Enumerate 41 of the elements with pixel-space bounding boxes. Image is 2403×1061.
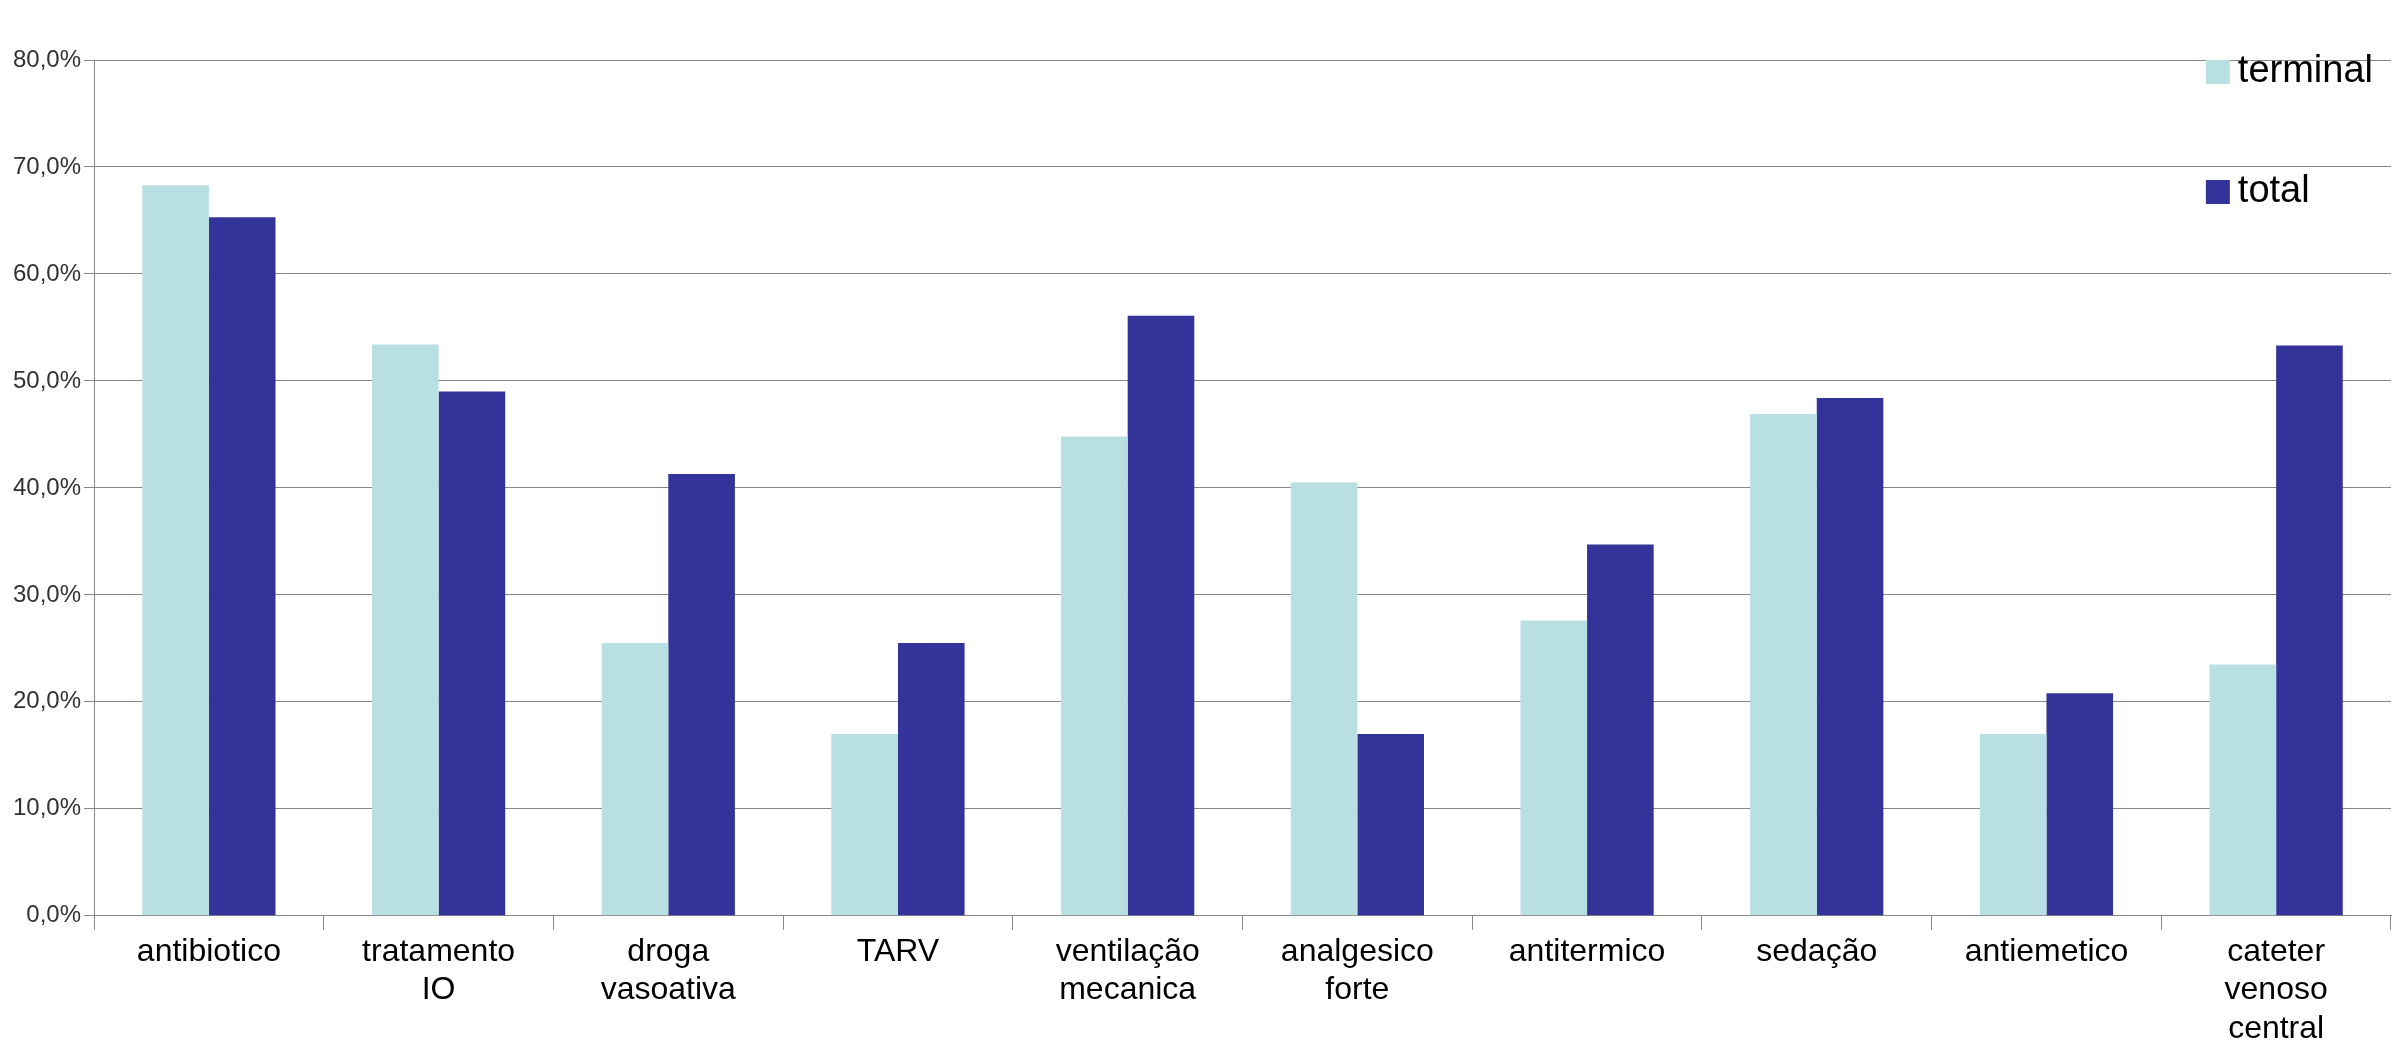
y-tick-label: 40,0%: [12, 472, 82, 500]
bar: [668, 473, 735, 916]
bar: [1290, 482, 1358, 916]
x-tick-label: antiemetico: [1964, 931, 2129, 968]
bar: [1520, 620, 1588, 916]
bar: [897, 643, 965, 916]
bar: [1127, 315, 1195, 916]
y-tick-label: 80,0%: [12, 44, 82, 72]
bar: [1816, 398, 1884, 916]
legend-label: total: [2237, 168, 2310, 211]
bar: [601, 643, 669, 916]
y-tick-label: 30,0%: [12, 579, 82, 607]
x-tick-label: antitermico: [1508, 931, 1666, 968]
bar: [2209, 664, 2277, 916]
bar: [371, 344, 439, 916]
bar: [208, 217, 276, 916]
y-tick-label: 10,0%: [12, 793, 82, 821]
y-tick-label: 70,0%: [12, 151, 82, 179]
x-tick-label: sedação: [1756, 931, 1878, 968]
x-tick-label: cateter venoso central: [2224, 931, 2328, 1045]
bar: [831, 733, 898, 916]
bar: [1587, 544, 1654, 916]
x-tick-label: ventilação mecanica: [1055, 931, 1200, 1007]
y-tick-label: 50,0%: [12, 365, 82, 393]
bar: [1979, 733, 2047, 916]
y-tick-label: 20,0%: [12, 686, 82, 714]
x-tick-label: TARV: [856, 931, 940, 968]
legend-label: terminal: [2237, 48, 2373, 91]
x-tick-label: antibiotico: [136, 931, 281, 968]
bar: [1061, 436, 1128, 916]
bar: [438, 391, 506, 916]
bar: [1750, 414, 1817, 916]
bar: [142, 185, 209, 916]
x-tick-label: tratamento IO: [362, 931, 516, 1007]
y-tick-label: 60,0%: [12, 258, 82, 286]
bar: [2046, 693, 2114, 916]
x-tick-label: analgesico forte: [1280, 931, 1434, 1007]
bar: [2276, 345, 2343, 916]
bar: [1357, 733, 1424, 916]
y-tick-label: 0,0%: [26, 900, 82, 928]
x-tick-label: droga vasoativa: [600, 931, 737, 1007]
